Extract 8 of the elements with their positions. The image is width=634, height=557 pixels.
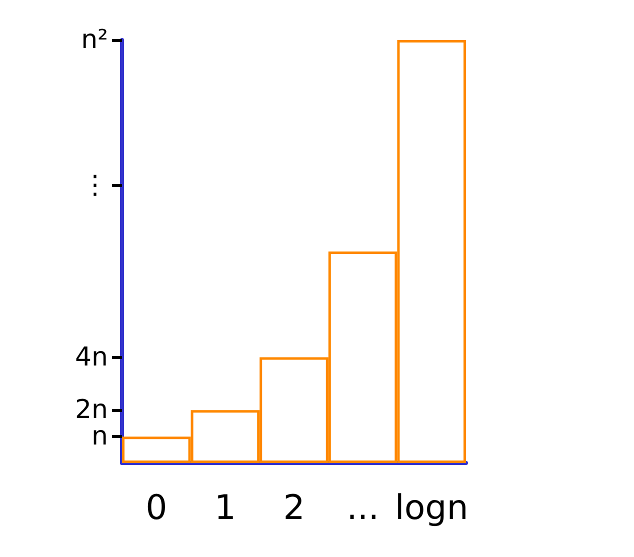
- y-tick-label: 4n: [74, 342, 108, 372]
- x-tick-label: 1: [214, 488, 236, 528]
- y-tick-label: n²: [81, 25, 108, 55]
- x-tick-label: 2: [283, 488, 305, 528]
- y-tick-label: ⋮: [82, 170, 108, 200]
- x-tick-label: logn: [394, 488, 468, 528]
- x-tick-label: 0: [146, 488, 168, 528]
- x-tick-label: ...: [346, 488, 380, 528]
